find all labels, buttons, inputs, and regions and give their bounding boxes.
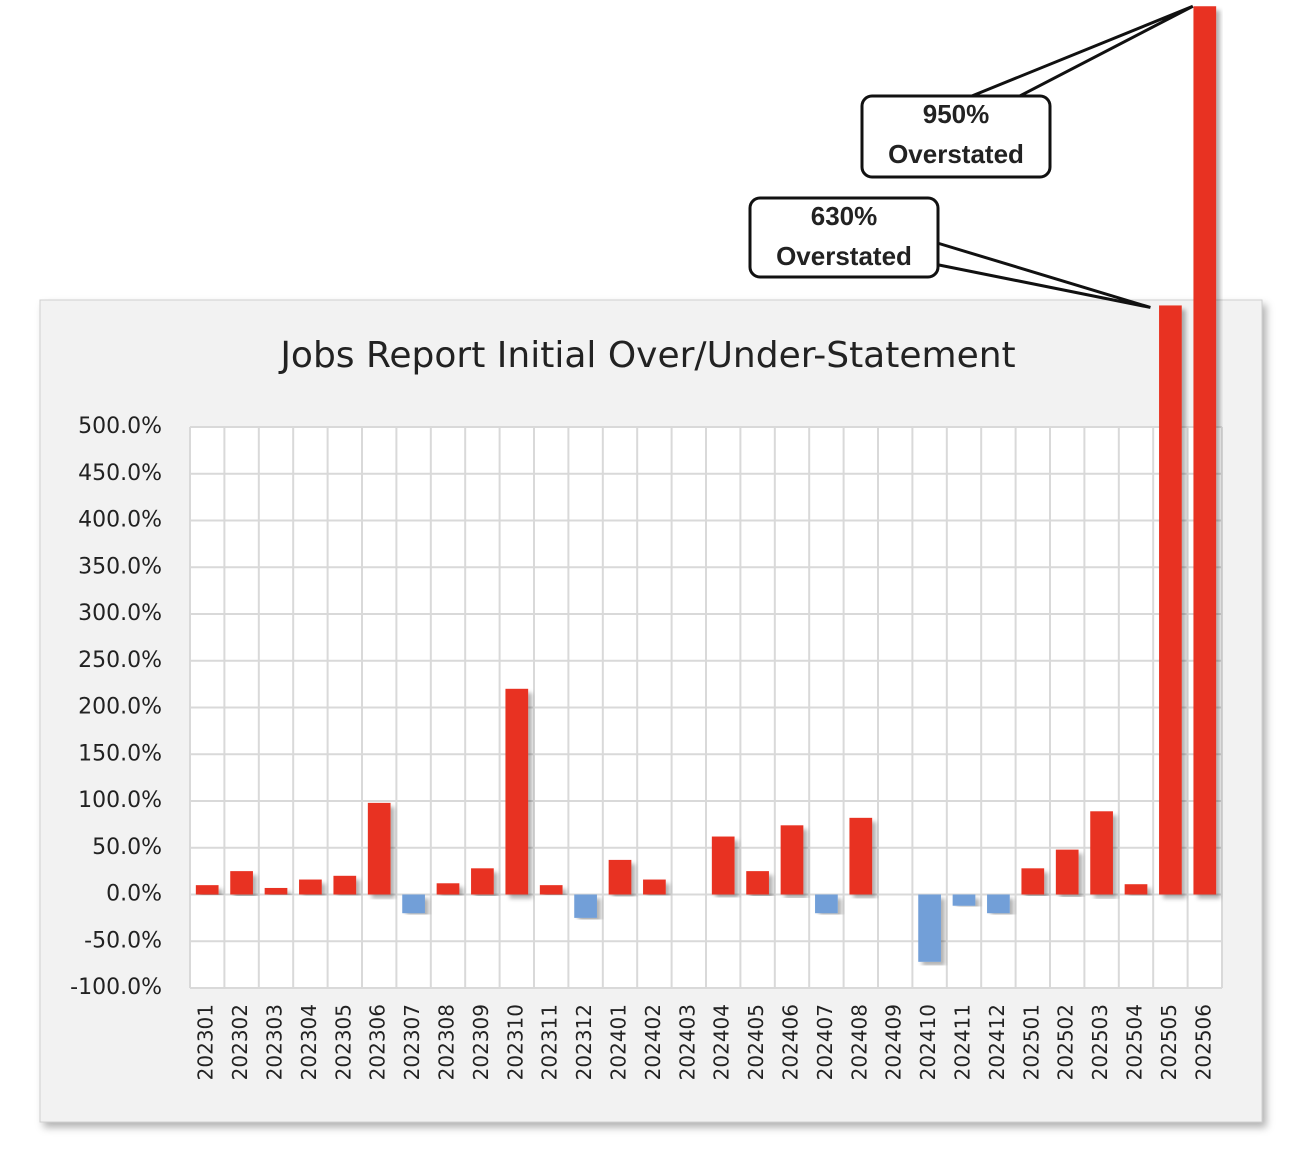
bar [1090, 811, 1113, 895]
callout-text: 630% [811, 201, 878, 231]
x-tick-label: 202401 [607, 1004, 631, 1080]
callout-box [860, 94, 1052, 179]
bar [230, 871, 253, 895]
bar [643, 879, 666, 895]
y-tick-label: 250.0% [78, 648, 162, 673]
y-tick-label: -100.0% [70, 975, 162, 1000]
y-tick-label: 350.0% [78, 554, 162, 579]
x-tick-label: 202302 [228, 1004, 252, 1080]
callout-text: 950% [923, 99, 990, 129]
y-tick-label: 500.0% [78, 414, 162, 439]
bar [299, 879, 322, 895]
x-tick-label: 202502 [1054, 1004, 1078, 1080]
x-tick-label: 202402 [641, 1004, 665, 1080]
x-tick-label: 202408 [847, 1004, 871, 1080]
bar [505, 688, 529, 895]
x-tick-label: 202308 [435, 1004, 459, 1080]
bar [952, 894, 976, 906]
y-tick-label: 0.0% [106, 882, 162, 907]
bar [333, 875, 357, 895]
bar [402, 894, 425, 914]
y-tick-label: 50.0% [92, 835, 162, 860]
y-tick-label: 400.0% [78, 508, 162, 533]
y-tick-label: 100.0% [78, 788, 162, 813]
bar [746, 871, 769, 895]
callout-pointer [932, 239, 1151, 309]
x-tick-label: 202311 [538, 1004, 562, 1080]
bar [1159, 305, 1182, 895]
x-tick-label: 202309 [469, 1004, 493, 1080]
x-tick-label: 202305 [331, 1004, 355, 1080]
y-tick-label: -50.0% [84, 928, 162, 953]
callout-box [748, 196, 940, 279]
x-tick-label: 202406 [779, 1004, 803, 1080]
bar [539, 885, 563, 895]
x-tick-label: 202503 [1088, 1004, 1112, 1080]
bar [1124, 884, 1148, 895]
bar [849, 817, 873, 895]
y-tick-label: 300.0% [78, 601, 162, 626]
callout-text: Overstated [888, 139, 1024, 169]
bar [780, 825, 804, 895]
bar [987, 894, 1010, 914]
bar [918, 894, 941, 962]
x-tick-label: 202405 [744, 1004, 768, 1080]
x-tick-label: 202403 [675, 1004, 699, 1080]
y-tick-label: 200.0% [78, 695, 162, 720]
x-tick-label: 202501 [1019, 1004, 1043, 1080]
x-tick-label: 202411 [951, 1004, 975, 1080]
x-tick-label: 202505 [1157, 1004, 1181, 1080]
x-tick-label: 202404 [710, 1004, 734, 1080]
y-tick-label: 450.0% [78, 461, 162, 486]
bar [815, 894, 838, 914]
x-tick-label: 202409 [882, 1004, 906, 1080]
bar [711, 836, 735, 895]
bar [367, 802, 391, 895]
bar [1193, 6, 1217, 895]
x-tick-label: 202312 [572, 1004, 596, 1080]
bar [264, 887, 288, 895]
x-tick-label: 202310 [503, 1004, 527, 1080]
x-tick-label: 202306 [366, 1004, 390, 1080]
x-tick-label: 202307 [400, 1004, 424, 1080]
x-tick-label: 202410 [916, 1004, 940, 1080]
y-tick-label: 150.0% [78, 741, 162, 766]
bar [1055, 849, 1079, 895]
bar [574, 894, 597, 918]
x-tick-label: 202407 [813, 1004, 837, 1080]
x-tick-label: 202504 [1123, 1004, 1147, 1080]
bar [1021, 868, 1045, 895]
bar [608, 859, 632, 895]
callout-text: Overstated [776, 241, 912, 271]
x-tick-label: 202506 [1191, 1004, 1215, 1080]
x-tick-label: 202303 [263, 1004, 287, 1080]
bar [471, 868, 494, 895]
x-tick-label: 202412 [985, 1004, 1009, 1080]
bar [195, 885, 219, 895]
x-tick-label: 202301 [194, 1004, 218, 1080]
bar [436, 883, 460, 895]
x-tick-label: 202304 [297, 1004, 321, 1080]
chart-title: Jobs Report Initial Over/Under-Statement [278, 335, 1015, 376]
callout-pointer [961, 4, 1194, 102]
